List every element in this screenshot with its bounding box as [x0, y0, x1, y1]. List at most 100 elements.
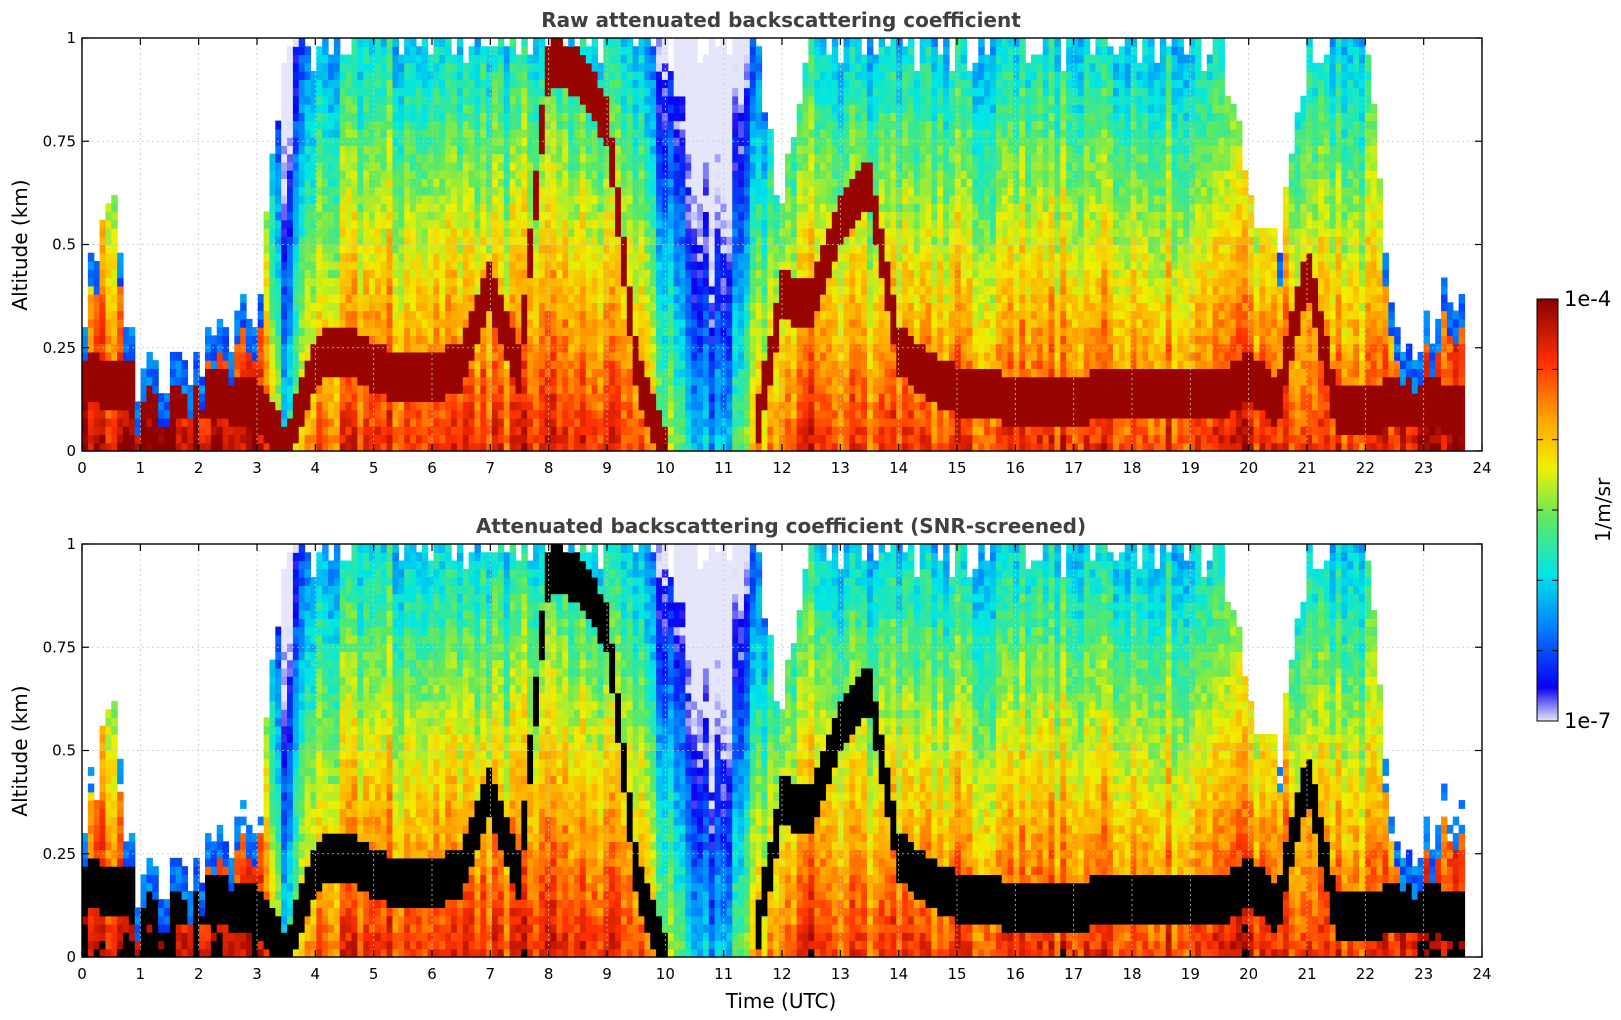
heatmap-cell	[374, 335, 382, 345]
heatmap-cell	[544, 244, 552, 254]
heatmap-cell	[790, 145, 798, 155]
heatmap-cell	[445, 219, 452, 229]
heatmap-cell	[538, 442, 546, 452]
heatmap-cell	[644, 409, 651, 419]
heatmap-cell	[773, 277, 780, 287]
heatmap-cell	[720, 351, 727, 361]
heatmap-cell	[374, 38, 382, 47]
heatmap-cell	[732, 252, 739, 262]
heatmap-cell	[802, 318, 809, 328]
heatmap-cell	[497, 236, 505, 246]
heatmap-cell	[697, 112, 704, 122]
heatmap-cell	[351, 409, 358, 419]
heatmap-cell	[579, 442, 587, 452]
heatmap-cell	[351, 368, 358, 378]
heatmap-cell	[392, 401, 399, 411]
heatmap-cell	[726, 277, 733, 287]
heatmap-cell	[579, 104, 587, 113]
heatmap-cell	[298, 128, 306, 138]
heatmap-cell	[550, 318, 558, 328]
heatmap-cell	[808, 112, 815, 122]
heatmap-cell	[410, 54, 417, 64]
heatmap-cell	[82, 426, 89, 436]
heatmap-cell	[322, 46, 329, 56]
heatmap-cell	[656, 46, 663, 56]
heatmap-cell	[275, 368, 282, 378]
heatmap-cell	[527, 294, 534, 303]
heatmap-cell	[755, 442, 763, 452]
heatmap-cell	[685, 310, 692, 320]
heatmap-cell	[521, 393, 528, 403]
heatmap-cell	[738, 376, 745, 386]
heatmap-cell	[550, 170, 558, 180]
heatmap-cell	[544, 194, 552, 204]
heatmap-cell	[146, 368, 153, 378]
heatmap-cell	[351, 137, 358, 146]
heatmap-cell	[562, 285, 569, 295]
heatmap-cell	[357, 294, 364, 303]
heatmap-cell	[497, 95, 505, 105]
heatmap-cell	[328, 95, 335, 105]
heatmap-cell	[667, 71, 675, 80]
heatmap-cell	[275, 170, 282, 180]
heatmap-cell	[597, 252, 604, 262]
heatmap-cell	[474, 335, 481, 345]
heatmap-cell	[386, 360, 394, 369]
heatmap-cell	[714, 409, 722, 419]
heatmap-cell	[568, 261, 575, 270]
heatmap-cell	[673, 343, 681, 353]
heatmap-cell	[574, 302, 581, 312]
heatmap-cell	[310, 310, 317, 320]
heatmap-cell	[802, 360, 809, 369]
heatmap-cell	[410, 426, 417, 436]
heatmap-cell	[93, 384, 101, 394]
heatmap-cell	[99, 384, 107, 394]
heatmap-cell	[339, 376, 347, 386]
heatmap-cell	[322, 186, 329, 196]
heatmap-cell	[310, 318, 317, 328]
heatmap-cell	[556, 112, 563, 122]
heatmap-cell	[123, 426, 130, 436]
heatmap-cell	[615, 79, 622, 89]
heatmap-cell	[345, 261, 353, 270]
heatmap-cell	[333, 442, 341, 452]
heatmap-cell	[656, 211, 663, 221]
heatmap-cell	[574, 327, 581, 336]
heatmap-cell	[767, 351, 774, 361]
heatmap-cell	[550, 95, 558, 105]
heatmap-cell	[287, 227, 294, 237]
heatmap-cell	[638, 426, 645, 436]
heatmap-cell	[620, 360, 628, 369]
heatmap-cell	[345, 368, 353, 378]
heatmap-cell	[679, 302, 686, 312]
heatmap-cell	[615, 393, 622, 403]
heatmap-cell	[193, 417, 200, 427]
heatmap-cell	[503, 434, 511, 444]
heatmap-cell	[292, 393, 300, 403]
heatmap-cell	[808, 244, 815, 254]
heatmap-cell	[503, 104, 511, 113]
heatmap-cell	[615, 194, 622, 204]
heatmap-cell	[620, 335, 628, 345]
heatmap-cell	[790, 368, 798, 378]
heatmap-cell	[691, 294, 698, 303]
heatmap-cell	[287, 261, 294, 270]
heatmap-cell	[527, 112, 534, 122]
heatmap-cell	[269, 285, 276, 295]
heatmap-cell	[767, 384, 774, 394]
heatmap-cell	[544, 236, 552, 246]
heatmap-cell	[562, 79, 569, 89]
heatmap-cell	[257, 302, 265, 312]
heatmap-cell	[650, 277, 657, 287]
heatmap-cell	[691, 128, 698, 138]
heatmap-cell	[281, 145, 288, 155]
heatmap-cell	[509, 310, 517, 320]
heatmap-cell	[626, 277, 634, 287]
heatmap-cell	[421, 401, 429, 411]
heatmap-cell	[533, 244, 540, 254]
heatmap-cell	[515, 79, 522, 89]
heatmap-cell	[732, 409, 739, 419]
heatmap-cell	[702, 368, 710, 378]
heatmap-cell	[486, 161, 493, 171]
heatmap-cell	[427, 384, 435, 394]
